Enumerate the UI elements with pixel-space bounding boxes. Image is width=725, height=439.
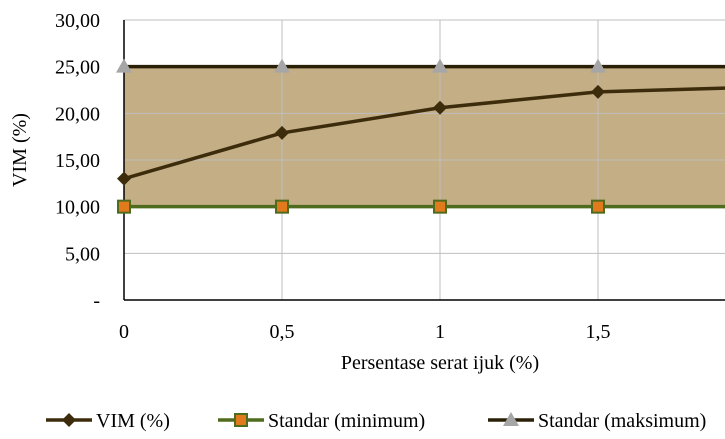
legend-marker: [503, 412, 519, 426]
data-point: [275, 125, 289, 140]
y-tick-label: 15,00: [55, 150, 100, 172]
y-tick-label: 5,00: [65, 243, 100, 265]
x-axis-title: Persentase serat ijuk (%): [341, 352, 539, 374]
data-point: [116, 58, 132, 73]
y-tick-labels: - 5,00 10,00 15,00 20,00 25,00 30,00: [55, 10, 100, 312]
y-tick-label: 20,00: [55, 103, 100, 125]
data-point: [590, 58, 606, 73]
legend-marker: [62, 413, 76, 427]
legend-marker: [234, 413, 248, 427]
legend-label: Standar (maksimum): [538, 410, 706, 432]
y-tick-label: 10,00: [55, 197, 100, 219]
data-point: [591, 84, 605, 99]
legend-label: Standar (minimum): [268, 410, 425, 432]
x-tick-label: 1,5: [586, 321, 611, 343]
acceptance-band: [124, 66, 725, 207]
x-tick-label: 0: [119, 321, 129, 343]
acceptance-band-group: [124, 66, 725, 207]
data-point: [433, 199, 447, 214]
data-point: [117, 171, 131, 186]
y-tick-label: -: [93, 290, 100, 312]
y-axis-title: VIM (%): [9, 113, 31, 187]
x-tick-label: 0,5: [270, 321, 295, 343]
series-group: [116, 58, 725, 214]
y-tick-label: 30,00: [55, 10, 100, 32]
legend: VIM (%) Standar (minimum) Standar (maksimu…: [46, 410, 706, 432]
y-tick-label: 25,00: [55, 57, 100, 79]
data-point: [274, 58, 290, 73]
data-point: [591, 199, 605, 214]
data-point: [275, 199, 289, 214]
data-point: [117, 199, 131, 214]
data-point: [433, 100, 447, 115]
x-tick-label: 1: [435, 321, 445, 343]
legend-label: VIM (%): [96, 410, 170, 432]
data-point: [432, 58, 448, 73]
x-tick-labels: 00,511,52: [119, 321, 611, 343]
